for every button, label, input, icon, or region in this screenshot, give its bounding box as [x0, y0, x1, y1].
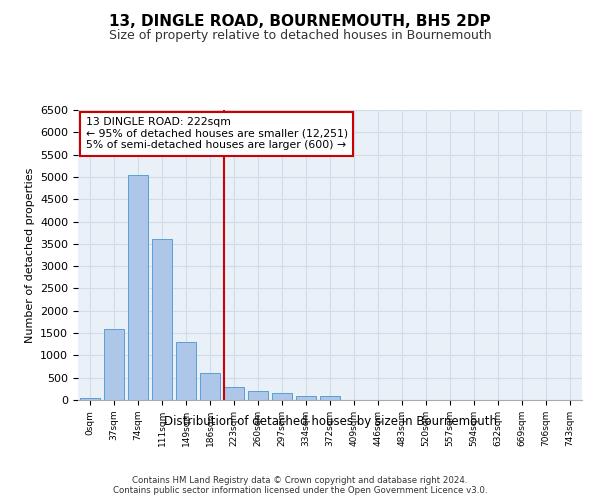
Bar [152, 240, 172, 400]
Text: Distribution of detached houses by size in Bournemouth: Distribution of detached houses by size … [163, 414, 497, 428]
Bar [176, 342, 196, 400]
Bar [200, 373, 220, 400]
Bar [104, 328, 124, 400]
Text: 13, DINGLE ROAD, BOURNEMOUTH, BH5 2DP: 13, DINGLE ROAD, BOURNEMOUTH, BH5 2DP [109, 14, 491, 29]
Text: Contains HM Land Registry data © Crown copyright and database right 2024.
Contai: Contains HM Land Registry data © Crown c… [113, 476, 487, 495]
Bar [320, 396, 340, 400]
Bar [248, 391, 268, 400]
Bar [296, 396, 316, 400]
Bar [128, 174, 148, 400]
Bar [272, 394, 292, 400]
Bar [80, 398, 100, 400]
Y-axis label: Number of detached properties: Number of detached properties [25, 168, 35, 342]
Text: 13 DINGLE ROAD: 222sqm
← 95% of detached houses are smaller (12,251)
5% of semi-: 13 DINGLE ROAD: 222sqm ← 95% of detached… [86, 117, 347, 150]
Text: Size of property relative to detached houses in Bournemouth: Size of property relative to detached ho… [109, 29, 491, 42]
Bar [224, 386, 244, 400]
